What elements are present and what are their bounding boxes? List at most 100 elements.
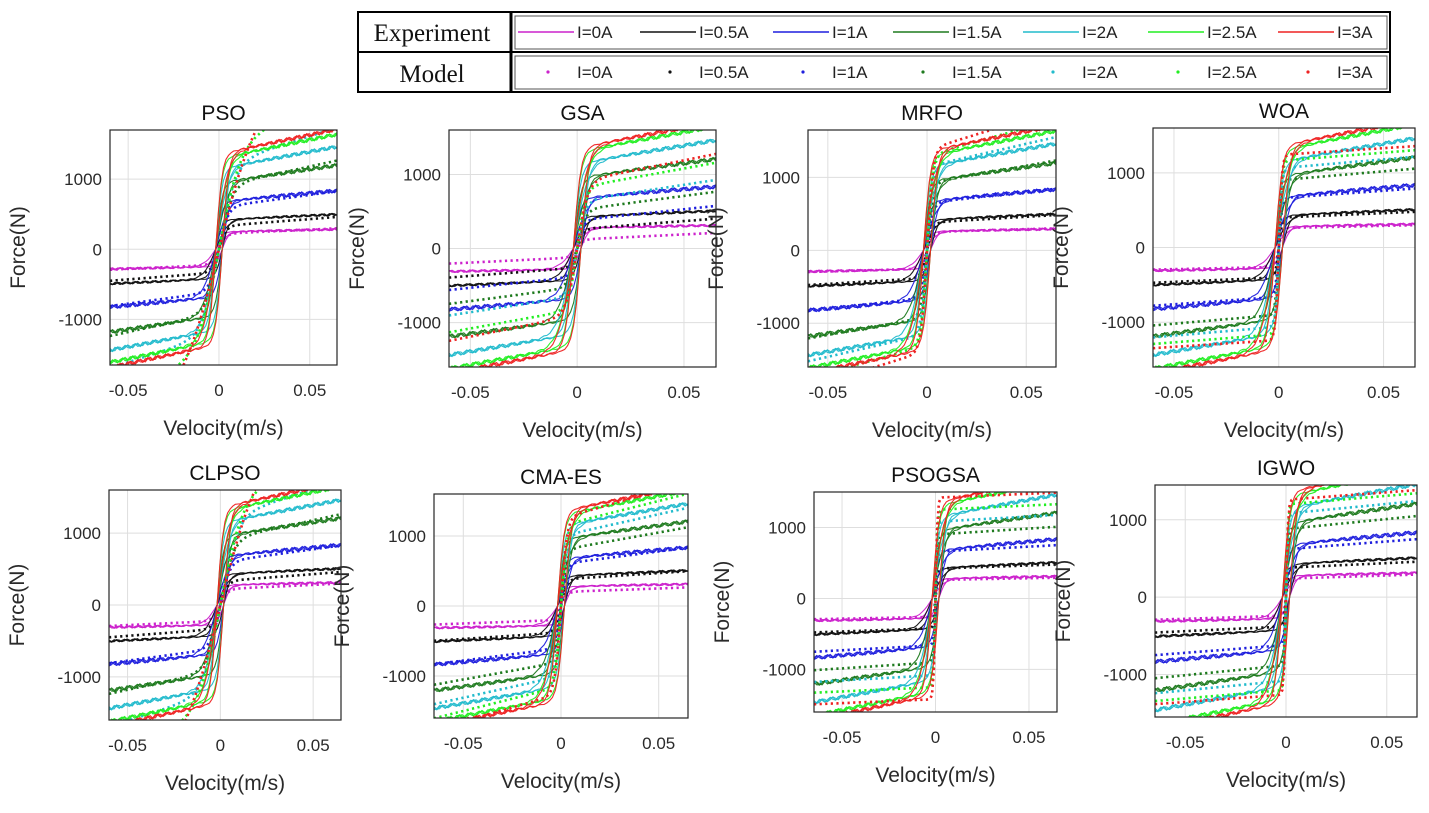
y-tick-label: 0 xyxy=(797,589,806,608)
panel-title: PSO xyxy=(201,102,245,125)
plot-area xyxy=(109,490,341,720)
panel-title: CLPSO xyxy=(189,462,260,485)
model-curve-4 xyxy=(808,135,1056,363)
x-tick-label: 0 xyxy=(572,383,581,402)
experiment-curve-6-2 xyxy=(469,130,685,367)
y-tick-label: -1000 xyxy=(59,310,102,329)
x-tick-label: 0.05 xyxy=(1010,383,1043,402)
experiment-curve-3-2 xyxy=(109,516,341,692)
plot-frame xyxy=(807,129,1057,368)
experiment-curve-6-2 xyxy=(116,130,337,365)
model-curve-0 xyxy=(808,227,1056,274)
plot-frame xyxy=(1154,484,1418,718)
legend-experiment-entry-6: I=3A xyxy=(1337,23,1373,42)
plot-frame xyxy=(448,129,717,368)
y-tick-label: 0 xyxy=(432,240,441,259)
experiment-curve-6-2 xyxy=(1206,485,1324,717)
plot-frame xyxy=(108,489,342,721)
y-tick-label: -1000 xyxy=(398,314,441,333)
panel-title: IGWO xyxy=(1257,457,1315,480)
experiment-curve-3-2 xyxy=(110,163,337,334)
y-tick-label: -1000 xyxy=(763,660,806,679)
y-tick-label: 1000 xyxy=(388,527,426,546)
legend-model-marker-6 xyxy=(1306,70,1310,74)
legend-model-marker-2 xyxy=(801,70,805,74)
model-curve-6 xyxy=(814,492,1057,706)
panel-title: MRFO xyxy=(901,102,963,125)
legend-model-marker-3 xyxy=(921,70,925,74)
y-tick-label: -1000 xyxy=(1104,665,1147,684)
experiment-curve-6-2 xyxy=(1172,128,1384,367)
legend-model-marker-1 xyxy=(668,70,672,74)
plot-area xyxy=(808,130,1056,367)
model-curve-5 xyxy=(1155,492,1417,703)
x-tick-label: 0.05 xyxy=(297,736,330,755)
experiment-curve-6-1 xyxy=(464,494,661,718)
model-curve-1 xyxy=(1155,560,1417,634)
y-tick-label: 1000 xyxy=(768,518,806,537)
legend-experiment-entry-4: I=2A xyxy=(1082,23,1118,42)
legend-model-marker-4 xyxy=(1051,70,1055,74)
model-curve-5 xyxy=(449,161,716,334)
experiment-curve-6-2 xyxy=(126,490,314,720)
y-axis-title: Force(N) xyxy=(705,207,728,290)
y-axis-title: Force(N) xyxy=(1052,560,1075,643)
y-tick-label: 1000 xyxy=(403,165,441,184)
legend-model-label: Model xyxy=(399,61,464,88)
y-tick-label: -1000 xyxy=(383,667,426,686)
plot-frame xyxy=(813,491,1058,713)
model-curve-5 xyxy=(434,494,688,718)
legend-model-entry-6: I=3A xyxy=(1337,63,1373,82)
legend-experiment-label: Experiment xyxy=(374,20,491,47)
model-curve-2 xyxy=(808,187,1056,313)
x-axis-title: Velocity(m/s) xyxy=(163,417,283,440)
model-curve-6 xyxy=(870,130,996,367)
y-axis-title: Force(N) xyxy=(711,561,734,644)
y-tick-label: 1000 xyxy=(762,168,800,187)
y-tick-label: 0 xyxy=(93,240,102,259)
experiment-curve-1-1 xyxy=(808,212,1056,288)
panel-title: GSA xyxy=(560,102,604,125)
y-tick-label: 1000 xyxy=(1107,164,1145,183)
model-curve-6 xyxy=(1153,144,1415,350)
legend-model-entry-5: I=2.5A xyxy=(1207,63,1257,82)
x-axis-title: Velocity(m/s) xyxy=(522,419,642,442)
model-curve-6 xyxy=(182,130,258,365)
y-axis-title: Force(N) xyxy=(346,207,369,290)
plot-area xyxy=(1153,128,1415,367)
experiment-curve-6-1 xyxy=(1175,128,1377,367)
y-tick-label: 0 xyxy=(417,597,426,616)
x-tick-label: 0 xyxy=(922,383,931,402)
legend-model-entry-4: I=2A xyxy=(1082,63,1118,82)
y-axis-title: Force(N) xyxy=(7,206,30,289)
experiment-curve-6-1 xyxy=(843,492,991,712)
model-curve-4 xyxy=(449,178,716,317)
legend-experiment-entry-5: I=2.5A xyxy=(1207,23,1257,42)
plot-frame xyxy=(433,493,689,719)
experiment-curve-5-0 xyxy=(110,133,337,365)
experiment-curve-5-0 xyxy=(810,130,1056,367)
legend-model-entry-0: I=0A xyxy=(577,63,613,82)
x-tick-label: 0.05 xyxy=(667,383,700,402)
legend-experiment-entry-3: I=1.5A xyxy=(952,23,1002,42)
experiment-curve-2-2 xyxy=(1153,182,1415,311)
legend-model-entry-2: I=1A xyxy=(832,63,868,82)
model-curve-6 xyxy=(1155,488,1417,706)
y-axis-title: Force(N) xyxy=(1050,206,1073,289)
plot-area xyxy=(1155,485,1417,717)
model-curve-6 xyxy=(449,152,716,343)
x-axis-title: Velocity(m/s) xyxy=(875,764,995,787)
model-curve-3 xyxy=(814,525,1057,672)
x-tick-label: 0 xyxy=(1274,383,1283,402)
model-curve-0 xyxy=(1153,223,1415,271)
x-tick-label: 0.05 xyxy=(642,734,675,753)
y-tick-label: 1000 xyxy=(63,524,101,543)
legend-experiment-entry-1: I=0.5A xyxy=(699,23,749,42)
x-axis-title: Velocity(m/s) xyxy=(1226,769,1346,792)
experiment-curve-4-2 xyxy=(109,498,341,711)
